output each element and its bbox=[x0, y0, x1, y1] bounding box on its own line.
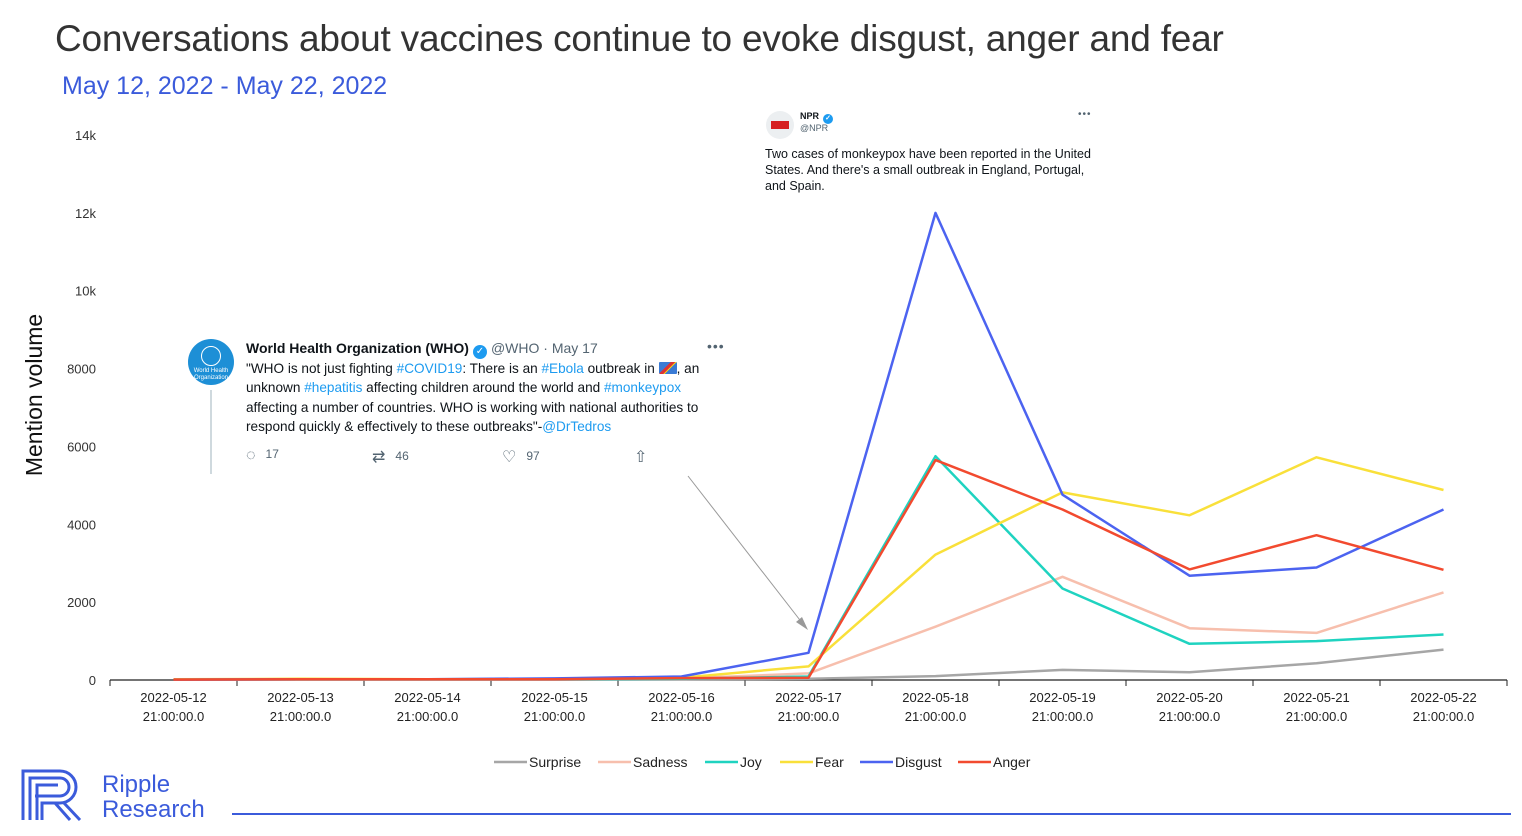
share-action: ⇧ bbox=[634, 447, 657, 467]
tweet-text-part: affecting a number of countries. WHO is … bbox=[246, 399, 699, 434]
annotation-arrowhead bbox=[796, 617, 808, 630]
share-icon: ⇧ bbox=[634, 449, 648, 466]
legend-label-fear: Fear bbox=[815, 754, 844, 770]
legend: Surprise Sadness Joy Fear Disgust Anger bbox=[494, 754, 1031, 770]
retweet-icon: ⇄ bbox=[372, 449, 386, 466]
x-tick-label-time: 21:00:00.0 bbox=[1286, 709, 1347, 724]
x-tick-label-date: 2022-05-13 bbox=[267, 690, 334, 705]
y-tick-label: 6000 bbox=[67, 439, 96, 454]
x-tick-label-time: 21:00:00.0 bbox=[1159, 709, 1220, 724]
mention-drtedros: @DrTedros bbox=[542, 418, 612, 434]
more-icon: ••• bbox=[707, 338, 725, 354]
drc-flag-icon bbox=[658, 362, 677, 374]
reply-count: 17 bbox=[265, 447, 279, 461]
npr-tweet-text: Two cases of monkeypox have been reporte… bbox=[765, 147, 1091, 193]
x-tick-label-time: 21:00:00.0 bbox=[1032, 709, 1093, 724]
x-tick-label-date: 2022-05-21 bbox=[1283, 690, 1350, 705]
brand-name: Ripple Research bbox=[102, 772, 205, 822]
legend-label-joy: Joy bbox=[740, 754, 762, 770]
legend-label-sadness: Sadness bbox=[633, 754, 687, 770]
tweet-text-part: affecting children around the world and bbox=[362, 380, 604, 396]
x-tick-label-time: 21:00:00.0 bbox=[1413, 709, 1474, 724]
hashtag-monkeypox: #monkeypox bbox=[603, 380, 682, 396]
series-lines bbox=[173, 211, 1445, 681]
y-tick-label: 12k bbox=[75, 206, 96, 221]
y-tick-label: 8000 bbox=[67, 362, 96, 377]
x-tick-label-date: 2022-05-19 bbox=[1029, 690, 1096, 705]
more-icon: ••• bbox=[1078, 109, 1092, 120]
series-line-sadness bbox=[173, 575, 1444, 681]
x-tick-label-time: 21:00:00.0 bbox=[778, 709, 839, 724]
heart-icon: ♡ bbox=[502, 449, 517, 466]
tweet-text-part: outbreak in bbox=[583, 361, 659, 376]
x-tick-label-date: 2022-05-17 bbox=[775, 690, 842, 705]
x-tick-label-date: 2022-05-16 bbox=[648, 690, 715, 705]
tweet-text-part: : There is an bbox=[462, 361, 542, 376]
x-tick-label-time: 21:00:00.0 bbox=[524, 709, 585, 724]
hashtag-covid19: #COVID19 bbox=[396, 361, 463, 376]
y-tick-label: 2000 bbox=[67, 595, 96, 610]
x-tick-label-time: 21:00:00.0 bbox=[397, 709, 458, 724]
x-tick-label-date: 2022-05-14 bbox=[394, 690, 461, 705]
who-avatar: World Health Organization bbox=[188, 339, 234, 385]
legend-label-anger: Anger bbox=[993, 754, 1031, 770]
x-tick-label-time: 21:00:00.0 bbox=[143, 709, 204, 724]
legend-label-surprise: Surprise bbox=[529, 754, 581, 770]
y-axis-label: Mention volume bbox=[21, 314, 47, 476]
ripple-research-logo-icon bbox=[21, 769, 82, 822]
reply-action: ◌ 17 bbox=[246, 447, 279, 465]
x-axis: 2022-05-12 21:00:00.0 2022-05-13 21:00:00.0… bbox=[109, 679, 1508, 724]
who-avatar-text: World Health Organization bbox=[193, 368, 229, 381]
brand-line-2: Research bbox=[102, 796, 205, 823]
x-tick-label-time: 21:00:00.0 bbox=[270, 709, 331, 724]
annotation-arrow bbox=[687, 475, 804, 625]
npr-handle: @NPR bbox=[800, 123, 829, 133]
retweet-action: ⇄ 46 bbox=[372, 447, 409, 467]
x-tick-label-date: 2022-05-20 bbox=[1156, 690, 1223, 705]
y-tick-label: 4000 bbox=[67, 517, 96, 532]
like-count: 97 bbox=[526, 449, 540, 463]
y-tick-label: 0 bbox=[89, 673, 96, 688]
who-handle-date: @WHO · May 17 bbox=[490, 340, 598, 356]
legend-label-disgust: Disgust bbox=[895, 754, 942, 770]
thread-line bbox=[210, 390, 212, 474]
npr-avatar bbox=[766, 111, 794, 139]
npr-logo-icon bbox=[771, 121, 789, 129]
npr-name-text: NPR bbox=[800, 111, 820, 121]
tweet-actions: ◌ 17 ⇄ 46 ♡ 97 ⇧ bbox=[246, 447, 666, 467]
y-axis-ticks: 0 2000 4000 6000 8000 10k 12k 14k bbox=[67, 128, 96, 688]
like-action: ♡ 97 bbox=[502, 447, 540, 467]
who-tweet-header: World Health Organization (WHO) ✓ @WHO · M… bbox=[246, 340, 598, 359]
chart-title: Conversations about vaccines continue to… bbox=[55, 18, 1224, 59]
retweet-count: 46 bbox=[395, 449, 409, 463]
series-line-joy bbox=[173, 454, 1444, 681]
series-line-anger bbox=[173, 458, 1444, 681]
date-range-subtitle: May 12, 2022 - May 22, 2022 bbox=[62, 72, 388, 100]
y-tick-label: 10k bbox=[75, 284, 96, 299]
hashtag-hepatitis: #hepatitis bbox=[304, 380, 363, 396]
tweet-text-part: , an unknown bbox=[246, 361, 700, 396]
x-tick-label-date: 2022-05-12 bbox=[140, 690, 207, 705]
globe-icon bbox=[201, 346, 221, 366]
x-tick-label-date: 2022-05-15 bbox=[521, 690, 588, 705]
x-tick-label-date: 2022-05-18 bbox=[902, 690, 969, 705]
x-tick-label-time: 21:00:00.0 bbox=[651, 709, 712, 724]
reply-icon: ◌ bbox=[246, 447, 256, 464]
npr-tweet-card: NPR ✓ @NPR ••• Two cases of monkeypox hav… bbox=[760, 100, 1100, 208]
who-author-name: World Health Organization (WHO) bbox=[246, 340, 469, 356]
who-tweet-card: World Health Organization World Health O… bbox=[183, 328, 741, 474]
verified-icon: ✓ bbox=[472, 345, 487, 359]
hashtag-ebola: #Ebola bbox=[541, 361, 584, 376]
y-tick-label: 14k bbox=[75, 128, 96, 143]
brand-line-1: Ripple bbox=[102, 771, 171, 798]
verified-icon: ✓ bbox=[823, 114, 834, 124]
x-tick-label-time: 21:00:00.0 bbox=[905, 709, 966, 724]
footer-divider bbox=[232, 813, 1511, 815]
npr-author-name: NPR ✓ bbox=[800, 111, 837, 124]
tweet-text-part: "WHO is not just fighting bbox=[246, 361, 397, 376]
x-tick-label-date: 2022-05-22 bbox=[1410, 690, 1477, 705]
series-line-fear bbox=[173, 456, 1444, 681]
who-tweet-text: "WHO is not just fighting #COVID19: Ther… bbox=[246, 359, 731, 436]
